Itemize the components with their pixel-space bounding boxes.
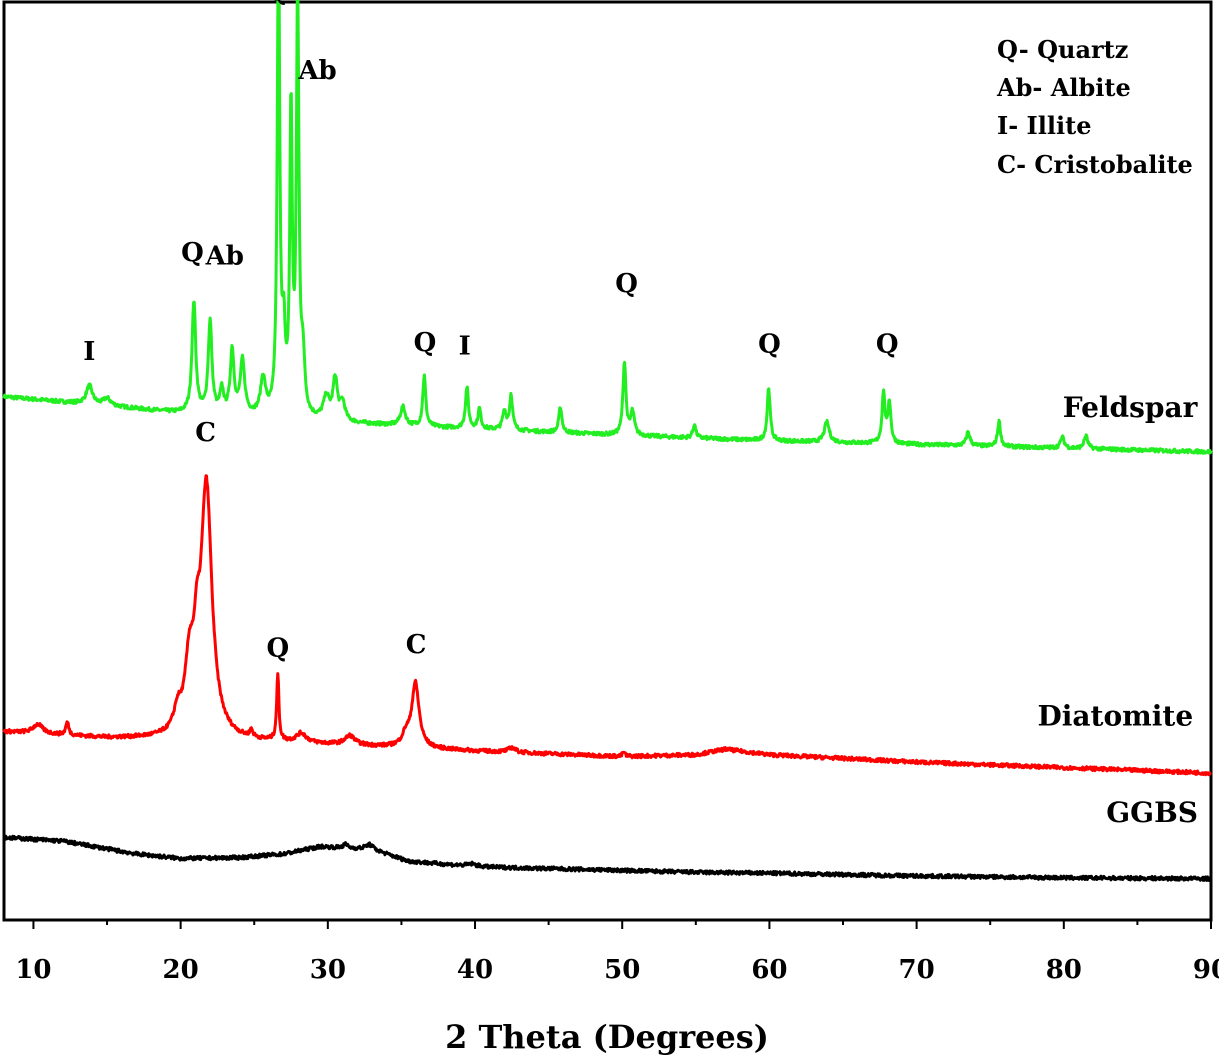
series-layer: [2, 0, 1213, 882]
peak-label-ab-2: Ab: [205, 242, 244, 272]
x-tick-label-40: 40: [457, 955, 493, 985]
x-axis-label: 2 Theta (Degrees): [445, 1018, 769, 1056]
series-label-layer: Feldspar Diatomite GGBS: [1037, 391, 1198, 829]
x-tick-label-30: 30: [310, 955, 346, 985]
legend-entry-albite: Ab- Albite: [996, 73, 1131, 102]
annotation-layer: IQAbQAbQIQQQCQC: [83, 0, 898, 664]
x-tick-label-60: 60: [751, 955, 787, 985]
peak-label-ab-4: Ab: [297, 56, 336, 86]
x-tick-label-70: 70: [899, 955, 935, 985]
peak-label-q-1: Q: [181, 238, 204, 268]
series-label-ggbs: GGBS: [1106, 796, 1198, 829]
peak-label-q-11: Q: [266, 634, 289, 664]
peak-label-i-6: I: [459, 332, 471, 362]
peak-label-q-7: Q: [615, 269, 638, 299]
x-tick-label-90: 90: [1193, 955, 1219, 985]
peak-label-c-12: C: [406, 630, 427, 660]
series-label-feldspar: Feldspar: [1063, 391, 1199, 424]
legend: Q- Quartz Ab- Albite I- Illite C- Cristo…: [996, 35, 1193, 179]
legend-entry-quartz: Q- Quartz: [997, 35, 1128, 64]
legend-entry-cristobalite: C- Cristobalite: [997, 150, 1193, 179]
series-line-ggbs: [2, 834, 1213, 882]
plot-frame: [2, 0, 1213, 922]
x-tick-label-10: 10: [15, 955, 51, 985]
series-line-diatomite: [2, 474, 1212, 777]
peak-label-q-9: Q: [876, 330, 899, 360]
peak-label-q-3: Q: [266, 0, 289, 7]
x-axis: 10 20 30 40 50 60 70 80 90: [15, 920, 1219, 985]
peak-label-q-8: Q: [758, 330, 781, 360]
series-label-diatomite: Diatomite: [1037, 699, 1193, 732]
x-tick-label-50: 50: [604, 955, 640, 985]
series-line-feldspar: [2, 0, 1213, 455]
legend-entry-illite: I- Illite: [997, 111, 1091, 140]
peak-label-c-10: C: [195, 418, 216, 448]
x-tick-label-80: 80: [1046, 955, 1082, 985]
x-tick-label-20: 20: [163, 955, 199, 985]
peak-label-q-5: Q: [414, 328, 437, 358]
peak-label-i-0: I: [83, 337, 95, 367]
